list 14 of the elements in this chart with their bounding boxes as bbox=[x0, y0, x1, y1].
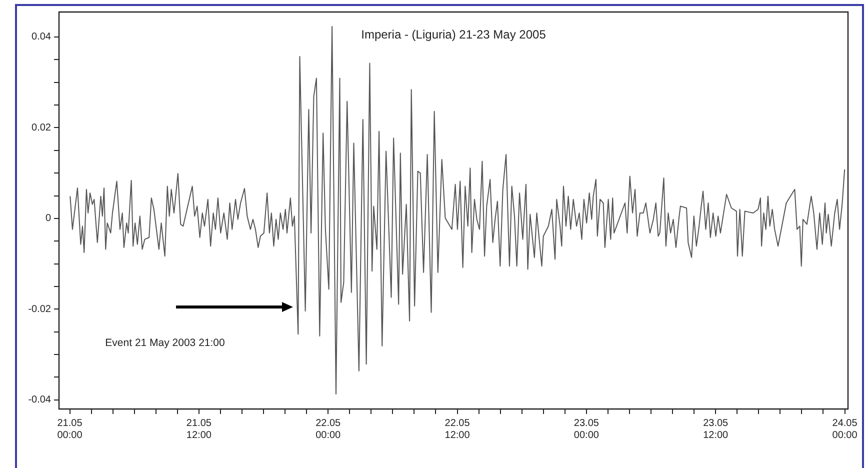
y-tick-label: 0 bbox=[45, 213, 52, 224]
x-tick-label: 22.05 00:00 bbox=[316, 418, 342, 441]
y-tick-label: -0.04 bbox=[28, 394, 52, 406]
y-tick-label: -0.02 bbox=[28, 304, 52, 315]
x-tick-label: 21.05 12:00 bbox=[186, 418, 212, 441]
x-tick-label: 22.05 12:00 bbox=[444, 418, 470, 441]
x-tick-label: 24.05 00:00 bbox=[832, 418, 858, 441]
x-tick-label: 21.05 00:00 bbox=[57, 418, 83, 441]
y-tick-label: 0.04 bbox=[32, 32, 52, 43]
annotation: Event 21 May 2003 21:00 bbox=[105, 336, 225, 349]
x-tick-label: 23.05 00:00 bbox=[574, 418, 600, 441]
text: Imperia - (Liguria) 21-23 May 2005 bbox=[361, 27, 546, 42]
x-tick-label: 23.05 12:00 bbox=[703, 418, 729, 441]
y-tick-label: 0.02 bbox=[32, 122, 52, 134]
